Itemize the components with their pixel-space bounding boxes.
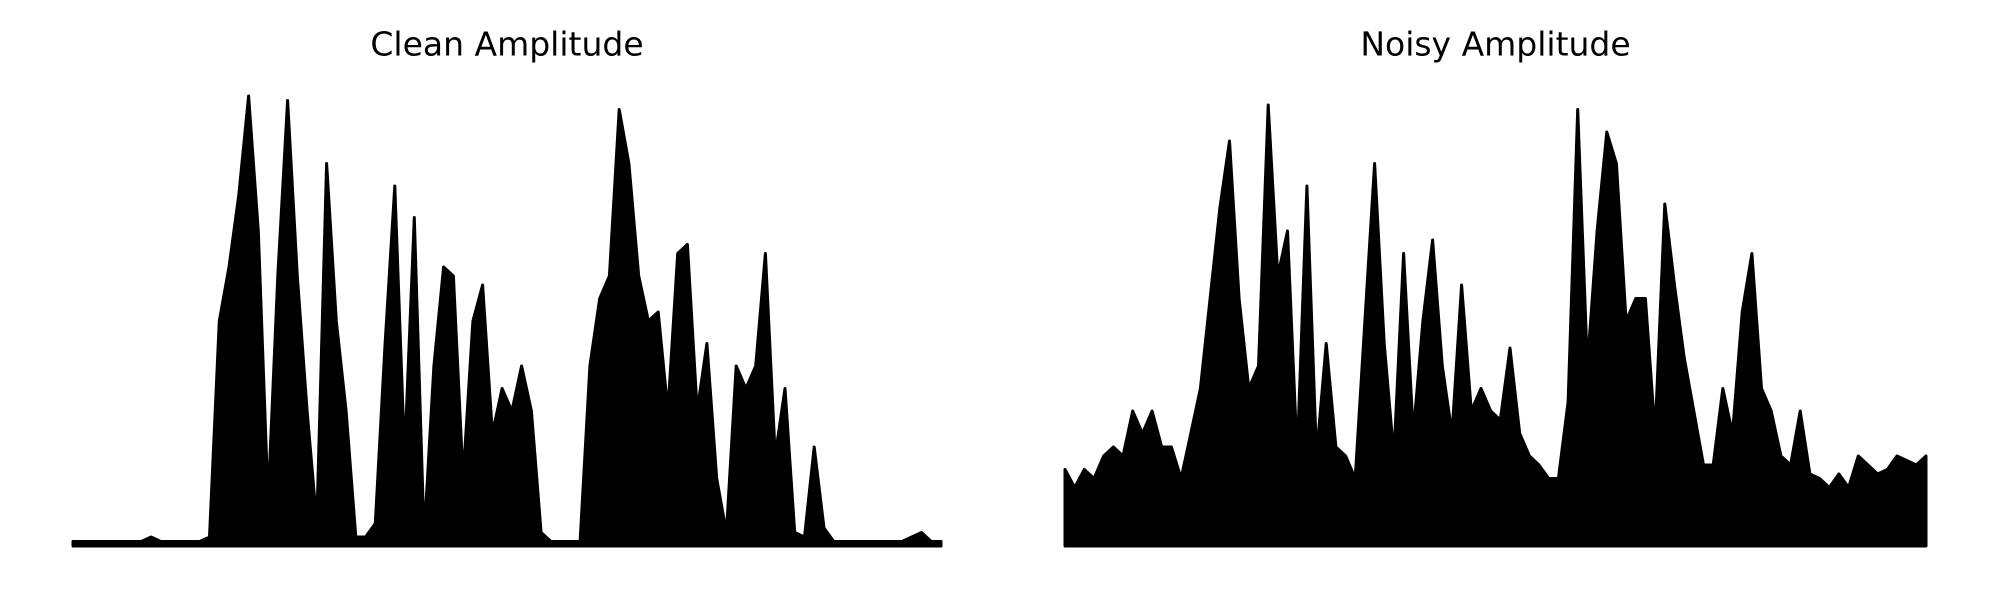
chart-title: Noisy Amplitude [1360, 25, 1630, 64]
amplitude-area [1063, 103, 1928, 548]
chart-title: Clean Amplitude [370, 25, 643, 64]
amplitude-area [71, 94, 943, 548]
